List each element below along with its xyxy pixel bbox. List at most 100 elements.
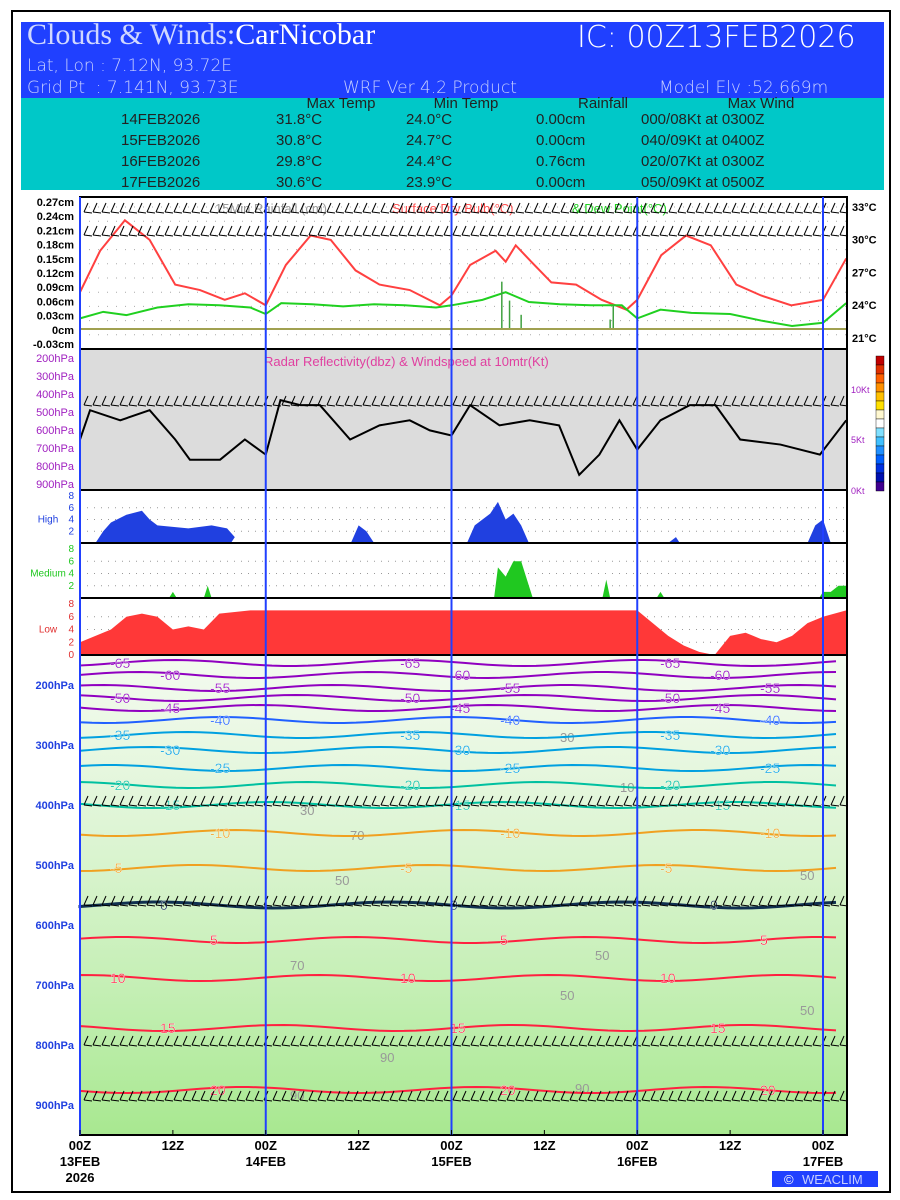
wind-barb-flag [119, 1090, 125, 1101]
wind-barb [128, 804, 138, 807]
reflectivity-colorbar-cell [875, 355, 885, 366]
wind-barb-flag [650, 1035, 656, 1046]
wind-barb [299, 904, 309, 907]
wind-barb-flag [281, 395, 287, 406]
isotherm-label: -35 [110, 727, 130, 743]
wind-barb-flag [731, 1035, 737, 1046]
cloud-tick-label: 4 [68, 515, 74, 526]
wind-barb-flag [191, 895, 197, 906]
wind-barb-flag [704, 225, 710, 236]
wind-barb [578, 234, 588, 237]
wind-barb [785, 804, 795, 807]
wind-barb [416, 211, 426, 214]
wind-barb-flag [551, 1090, 557, 1101]
x-tick-label: 12Z [162, 1138, 184, 1153]
wind-barb-flag [515, 795, 521, 806]
wind-barb-flag [830, 225, 836, 236]
wind-barb [362, 1099, 372, 1102]
wind-barb-flag [128, 395, 134, 406]
wind-barb-flag [344, 225, 350, 236]
wind-barb [299, 804, 309, 807]
wind-barb [587, 234, 597, 237]
wind-barb [470, 404, 480, 407]
wind-barb-flag [470, 1090, 476, 1101]
wind-barb [614, 904, 624, 907]
wind-barb [830, 1044, 840, 1047]
wind-barb [173, 1099, 183, 1102]
wind-barb-flag [839, 1090, 845, 1101]
rh-contour-label: 50 [800, 1003, 814, 1018]
wind-barb-flag [128, 1035, 134, 1046]
wind-barb-flag [623, 795, 629, 806]
wind-barb [236, 234, 246, 237]
wind-barb [272, 1099, 282, 1102]
wind-barb [596, 1099, 606, 1102]
isotherm-label: -5 [400, 860, 413, 876]
wind-barb-flag [362, 1035, 368, 1046]
wind-barb-flag [650, 795, 656, 806]
wind-barb-flag [155, 1090, 161, 1101]
wind-barb [407, 404, 417, 407]
wind-barb-flag [389, 395, 395, 406]
wind-barb [326, 1044, 336, 1047]
wind-barb-flag [749, 895, 755, 906]
wind-barb-flag [245, 202, 251, 213]
wind-barb [317, 1044, 327, 1047]
wind-barb-flag [695, 1035, 701, 1046]
wind-barb [299, 211, 309, 214]
wind-barb-flag [641, 895, 647, 906]
wind-barb-flag [272, 1035, 278, 1046]
wind-barb [191, 1044, 201, 1047]
wind-barb-flag [434, 795, 440, 806]
cloud-tick-label: 0 [68, 650, 74, 661]
wind-barb [668, 1044, 678, 1047]
wind-barb [686, 1044, 696, 1047]
wind-barb-flag [200, 202, 206, 213]
wind-barb-flag [731, 795, 737, 806]
wind-barb [218, 1044, 228, 1047]
wind-barb [434, 404, 444, 407]
wind-barb [371, 904, 381, 907]
wind-barb [416, 404, 426, 407]
wind-barb [173, 1044, 183, 1047]
wind-barb [191, 404, 201, 407]
wind-barb [290, 211, 300, 214]
wind-barb [308, 234, 318, 237]
wind-barb [722, 211, 732, 214]
isotherm-label: -25 [760, 760, 780, 776]
wind-barb [812, 804, 822, 807]
wind-barb [497, 404, 507, 407]
wind-barb [398, 1099, 408, 1102]
wind-barb-flag [596, 1090, 602, 1101]
isotherm-label: 15 [450, 1020, 466, 1036]
wind-barb [371, 1044, 381, 1047]
drybulb-line [79, 218, 848, 311]
wind-barb-flag [389, 895, 395, 906]
wind-barb [119, 1044, 129, 1047]
wind-barb [290, 1044, 300, 1047]
wind-barb-flag [785, 895, 791, 906]
wind-barb-flag [668, 1035, 674, 1046]
wind-barb-flag [290, 202, 296, 213]
isotherm-label: -30 [710, 742, 730, 758]
wind-barb [326, 404, 336, 407]
wind-barb-flag [425, 395, 431, 406]
wind-barb [542, 211, 552, 214]
wind-barb-flag [542, 395, 548, 406]
wind-barb [722, 404, 732, 407]
wind-barb [128, 904, 138, 907]
wind-barb-flag [452, 395, 458, 406]
wind-barb-flag [128, 795, 134, 806]
rain-tick-label: 0.12cm [37, 268, 75, 280]
wind-barb-flag [677, 395, 683, 406]
wind-barb-flag [785, 395, 791, 406]
wind-barb [758, 904, 768, 907]
wind-barb [461, 211, 471, 214]
wind-barb-flag [146, 1090, 152, 1101]
wind-barb [281, 904, 291, 907]
wind-barb-flag [299, 895, 305, 906]
wind-barb-flag [614, 395, 620, 406]
x-tick-label: 15FEB [431, 1154, 471, 1169]
wind-barb-flag [659, 795, 665, 806]
wind-barb-flag [110, 395, 116, 406]
